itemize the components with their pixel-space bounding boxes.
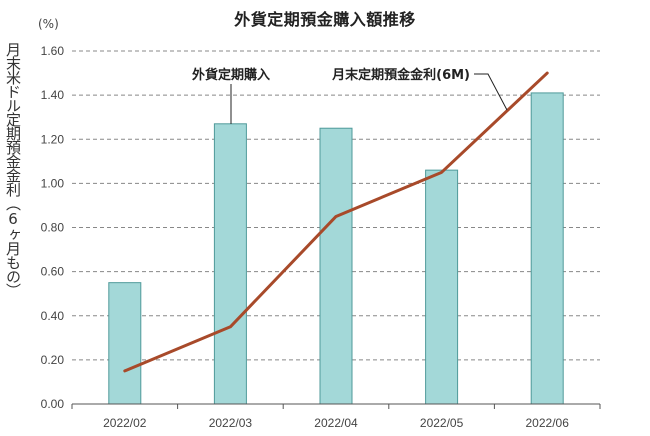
chart-title: 外貨定期預金購入額推移	[234, 10, 416, 29]
bar	[319, 127, 353, 405]
bar	[213, 123, 247, 405]
y-tick-label: 1.60	[41, 44, 65, 58]
bar	[425, 169, 459, 405]
y-tick-label: 1.00	[41, 176, 65, 190]
x-axis-ticks: 2022/02 2022/03 2022/04 2022/05 2022/06	[103, 416, 569, 430]
y-axis-unit: (%)	[38, 17, 59, 31]
y-axis-label: 月末米ドル定期預金金利（6ヶ月もの）	[4, 42, 22, 297]
line-annotation-label: 月末定期預金金利(6M)	[331, 67, 470, 83]
bar	[530, 92, 564, 405]
y-tick-label: 0.00	[41, 397, 65, 411]
x-tick-label: 2022/04	[314, 416, 358, 430]
y-axis-ticks: 0.00 0.20 0.40 0.60 0.80 1.00 1.20 1.40 1.60	[41, 44, 65, 411]
bar-annotation-label: 外貨定期購入	[191, 67, 270, 83]
rate-line	[123, 71, 549, 373]
x-tick-label: 2022/05	[420, 416, 464, 430]
x-tick-label: 2022/02	[103, 416, 147, 430]
y-tick-label: 0.20	[41, 353, 65, 367]
x-tick-label: 2022/06	[526, 416, 570, 430]
x-axis	[71, 403, 601, 409]
line-annotation-leader	[474, 73, 508, 111]
y-tick-label: 0.40	[41, 309, 65, 323]
y-tick-label: 1.20	[41, 132, 65, 146]
annotations: 外貨定期購入 月末定期預金金利(6M)	[191, 67, 508, 124]
gridlines	[72, 50, 600, 361]
y-tick-label: 0.80	[41, 221, 65, 235]
x-tick-label: 2022/03	[209, 416, 253, 430]
y-tick-label: 0.60	[41, 265, 65, 279]
y-tick-label: 1.40	[41, 88, 65, 102]
line-series	[123, 71, 549, 373]
bar-series	[108, 92, 564, 405]
bar	[108, 282, 142, 405]
